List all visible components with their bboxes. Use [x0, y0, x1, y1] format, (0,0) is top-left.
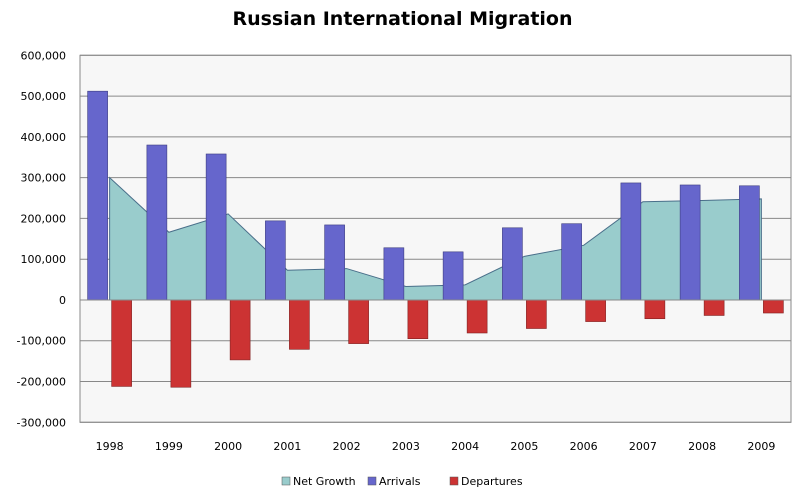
- arrivals-bar: [561, 223, 582, 301]
- arrivals-bar: [205, 153, 227, 301]
- chart-title: Russian International Migration: [232, 8, 573, 30]
- arrivals-bar: [87, 90, 108, 301]
- x-tick-label: 2009: [747, 440, 775, 453]
- legend-swatch: [281, 476, 291, 486]
- y-tick-label: 100,000: [21, 253, 67, 266]
- x-tick-label: 2006: [570, 440, 598, 453]
- arrivals-bar: [620, 182, 642, 301]
- y-tick-label: 500,000: [21, 90, 67, 103]
- x-tick-label: 2001: [273, 440, 301, 453]
- y-tick-label: 200,000: [21, 212, 67, 225]
- y-tick-label: 0: [59, 294, 66, 307]
- departures-bar: [289, 299, 310, 350]
- departures-bar: [407, 299, 429, 340]
- x-tick-label: 2003: [392, 440, 420, 453]
- arrivals-bar: [324, 224, 345, 301]
- departures-bar: [644, 299, 666, 320]
- arrivals-bar: [383, 247, 405, 301]
- departures-bar: [111, 299, 132, 387]
- departures-bar: [526, 299, 547, 329]
- departures-bar: [348, 299, 369, 344]
- x-tick-label: 2008: [688, 440, 716, 453]
- departures-bar: [170, 299, 192, 388]
- x-tick-label: 1998: [96, 440, 124, 453]
- arrivals-bar: [679, 184, 701, 301]
- y-tick-label: -100,000: [17, 335, 66, 348]
- legend-swatch: [449, 476, 459, 486]
- y-tick-label: -300,000: [17, 416, 66, 429]
- departures-bar: [229, 299, 251, 361]
- x-tick-label: 2002: [333, 440, 361, 453]
- x-tick-label: 1999: [155, 440, 183, 453]
- y-tick-label: -200,000: [17, 376, 66, 389]
- legend-label: Net Growth: [293, 475, 356, 488]
- x-tick-label: 2007: [629, 440, 657, 453]
- x-tick-label: 2005: [510, 440, 538, 453]
- arrivals-bar: [442, 251, 464, 301]
- legend-label: Departures: [461, 475, 523, 488]
- departures-bar: [703, 299, 725, 316]
- y-tick-label: 400,000: [21, 131, 67, 144]
- arrivals-bar: [146, 144, 168, 301]
- arrivals-bar: [739, 185, 760, 301]
- departures-bar: [763, 299, 784, 314]
- legend-swatch: [367, 476, 377, 486]
- departures-bar: [466, 299, 488, 334]
- arrivals-bar: [265, 220, 286, 301]
- x-tick-label: 2000: [214, 440, 242, 453]
- y-tick-label: 300,000: [21, 172, 67, 185]
- x-tick-label: 2004: [451, 440, 479, 453]
- arrivals-bar: [502, 227, 523, 301]
- y-tick-label: 600,000: [21, 49, 67, 62]
- legend-label: Arrivals: [379, 475, 421, 488]
- departures-bar: [585, 299, 606, 322]
